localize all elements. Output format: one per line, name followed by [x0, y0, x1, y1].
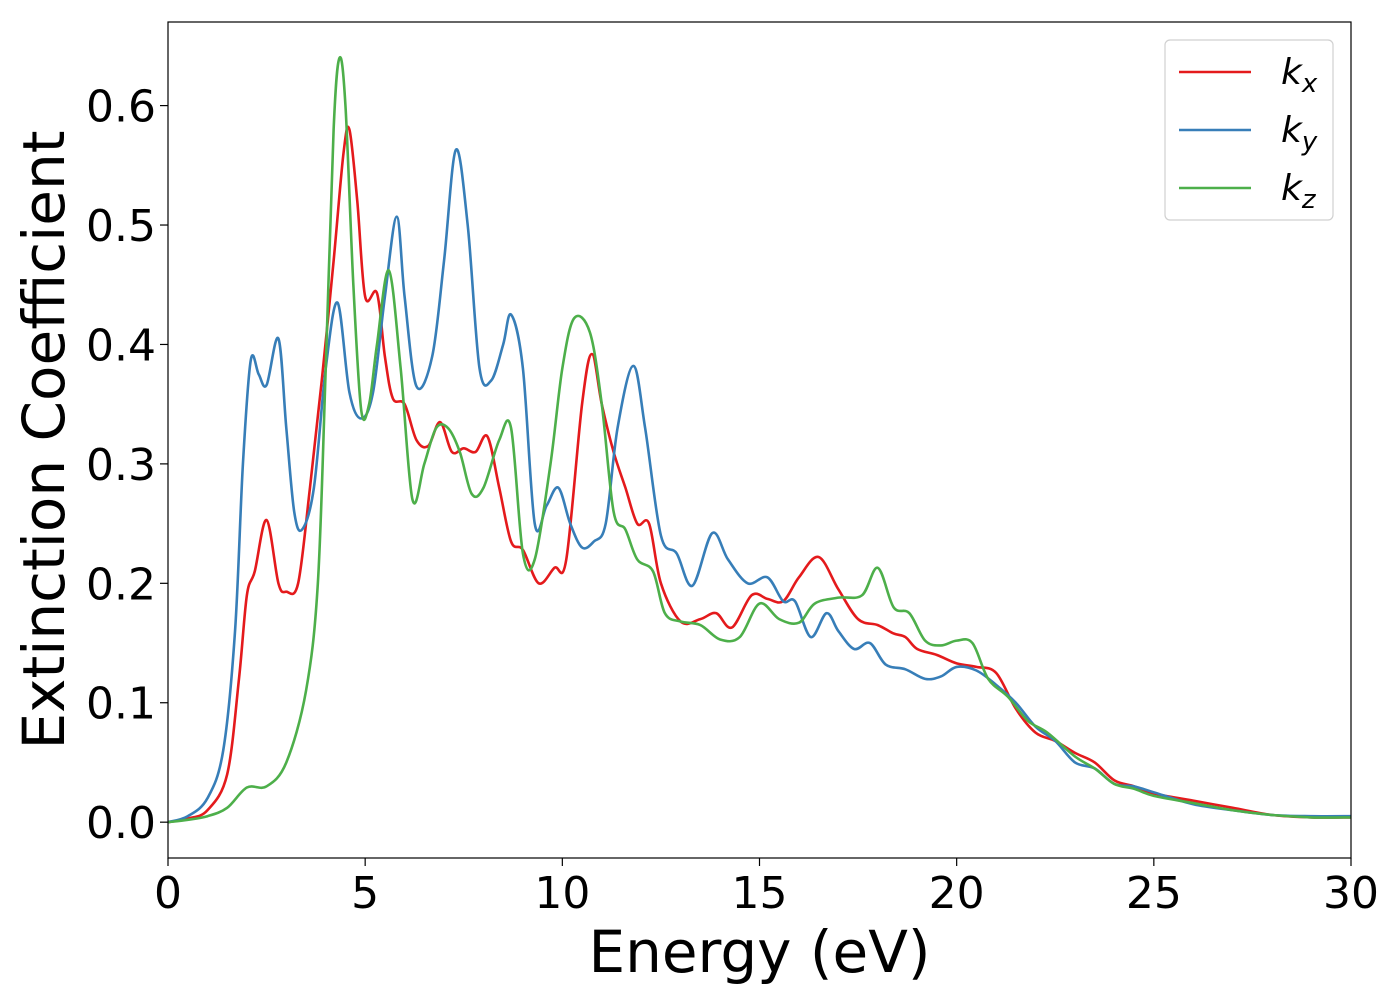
x-tick-label: 25 [1126, 868, 1182, 919]
y-tick-label: 0.2 [86, 559, 156, 610]
series-layer [168, 55, 1351, 824]
series-line-y [168, 148, 1351, 824]
legend-label-z: kz [1281, 168, 1317, 215]
y-axis-title: Extinction Coefficient [10, 131, 78, 750]
x-tick-label: 15 [732, 868, 788, 919]
x-tick-label: 10 [534, 868, 590, 919]
x-tick-label: 5 [351, 868, 379, 919]
y-tick-label: 0.6 [86, 82, 156, 133]
x-tick-label: 20 [929, 868, 985, 919]
x-tick-label: 0 [154, 868, 182, 919]
legend-label-x: kx [1281, 52, 1318, 99]
y-tick-label: 0.1 [86, 679, 156, 730]
y-tick-label: 0.5 [86, 201, 156, 252]
series-line-x [168, 125, 1351, 824]
x-axis-ticks: 0 5 10 15 20 25 30 [154, 858, 1379, 919]
y-tick-label: 0.3 [86, 440, 156, 491]
series-line-z [168, 55, 1351, 824]
legend: kx ky kz [1164, 39, 1334, 221]
y-tick-label: 0.4 [86, 320, 156, 371]
y-tick-label: 0.0 [86, 798, 156, 849]
legend-label-y: ky [1281, 110, 1318, 157]
y-axis-ticks: 0.0 0.1 0.2 0.3 0.4 0.5 0.6 [86, 82, 168, 849]
x-tick-label: 30 [1323, 868, 1379, 919]
x-axis-title: Energy (eV) [588, 918, 930, 986]
